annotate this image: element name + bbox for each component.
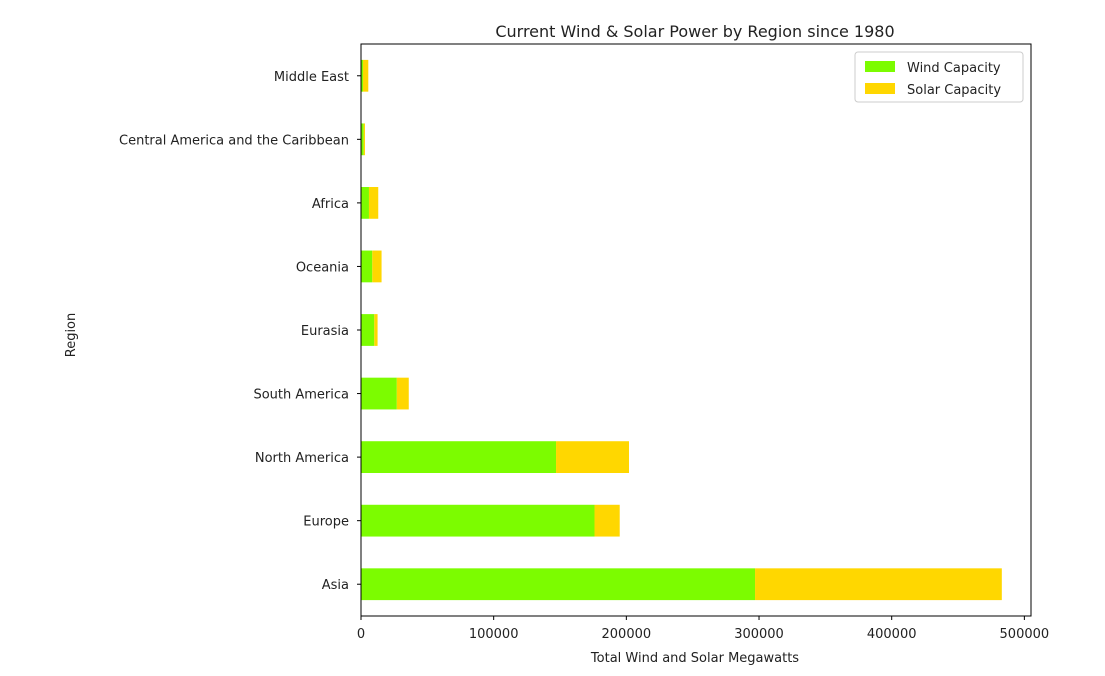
y-tick-label: South America	[253, 388, 349, 403]
bar-solar-4	[374, 314, 378, 346]
x-tick-label: 200000	[602, 627, 652, 642]
bar-wind-6	[361, 187, 369, 219]
bar-solar-8	[362, 59, 369, 92]
x-axis-label: Total Wind and Solar Megawatts	[590, 651, 799, 666]
x-tick-label: 0	[357, 627, 365, 642]
y-axis-label: Region	[64, 313, 79, 358]
legend-swatch-wind	[865, 61, 895, 72]
bar-wind-5	[361, 250, 373, 283]
legend: Wind Capacity Solar Capacity	[854, 51, 1024, 103]
x-tick-label: 100000	[469, 627, 519, 642]
legend-swatch-solar	[865, 83, 895, 94]
legend-label-solar: Solar Capacity	[907, 83, 1001, 98]
bar-wind-0	[361, 568, 756, 601]
y-tick-label: Africa	[312, 197, 349, 212]
x-tick-label: 300000	[734, 627, 784, 642]
y-tick-label: Europe	[303, 515, 349, 530]
y-tick-label: North America	[255, 451, 349, 466]
bars-group	[361, 59, 1002, 601]
y-tick-label: Oceania	[296, 260, 349, 275]
bar-wind-1	[361, 504, 595, 537]
legend-label-wind: Wind Capacity	[907, 61, 1001, 76]
y-tick-label: Eurasia	[301, 324, 349, 339]
bar-solar-7	[363, 123, 365, 156]
plot-frame	[360, 43, 1032, 617]
bar-solar-2	[556, 441, 629, 473]
bar-solar-6	[368, 187, 379, 219]
y-tick-label: Central America and the Caribbean	[119, 133, 349, 148]
bar-wind-7	[361, 123, 364, 156]
bar-solar-5	[372, 250, 382, 283]
bar-wind-8	[361, 59, 363, 92]
bar-wind-2	[361, 441, 557, 473]
legend-box	[854, 51, 1024, 103]
bar-solar-0	[755, 568, 1002, 601]
chart-title: Current Wind & Solar Power by Region sin…	[495, 22, 894, 41]
y-tick-label: Middle East	[274, 70, 349, 85]
bar-solar-1	[594, 504, 620, 537]
y-tick-label: Asia	[322, 578, 349, 593]
x-tick-label: 500000	[1000, 627, 1050, 642]
bar-wind-3	[361, 377, 397, 410]
x-tick-label: 400000	[867, 627, 917, 642]
y-axis-ticks: Asia Europe North America South America Eura…	[119, 70, 361, 593]
bar-wind-4	[361, 314, 375, 346]
x-axis-ticks: 0 100000 200000 300000 400000 500000	[357, 616, 1049, 642]
bar-solar-3	[396, 377, 409, 410]
